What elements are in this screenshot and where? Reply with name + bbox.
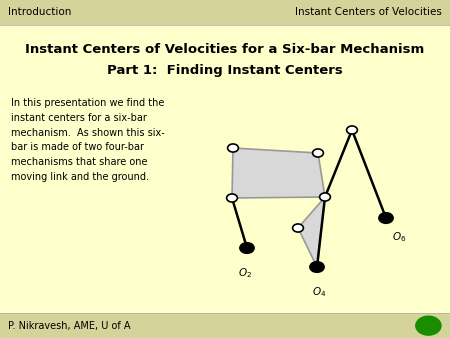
Text: Instant Centers of Velocities for a Six-bar Mechanism: Instant Centers of Velocities for a Six-… [25,43,425,55]
Circle shape [240,243,254,254]
Circle shape [227,194,238,202]
Circle shape [228,144,238,152]
Bar [0,0,450,25]
Text: In this presentation we find the
instant centers for a six-bar
mechanism.  As sh: In this presentation we find the instant… [11,98,165,182]
Text: Introduction: Introduction [8,7,72,17]
Circle shape [313,149,324,157]
Circle shape [379,213,393,223]
Circle shape [292,224,303,232]
Circle shape [320,193,330,201]
Text: $O_2$: $O_2$ [238,267,252,281]
Polygon shape [232,148,325,198]
Circle shape [310,262,324,272]
Text: $O_6$: $O_6$ [392,230,407,244]
Text: Part 1:  Finding Instant Centers: Part 1: Finding Instant Centers [107,65,343,77]
Text: Instant Centers of Velocities: Instant Centers of Velocities [295,7,442,17]
Polygon shape [298,197,325,267]
Text: $O_4$: $O_4$ [312,286,326,299]
Bar [0,313,450,338]
Circle shape [346,126,357,134]
Text: P. Nikravesh, AME, U of A: P. Nikravesh, AME, U of A [8,321,130,331]
Circle shape [416,316,441,335]
